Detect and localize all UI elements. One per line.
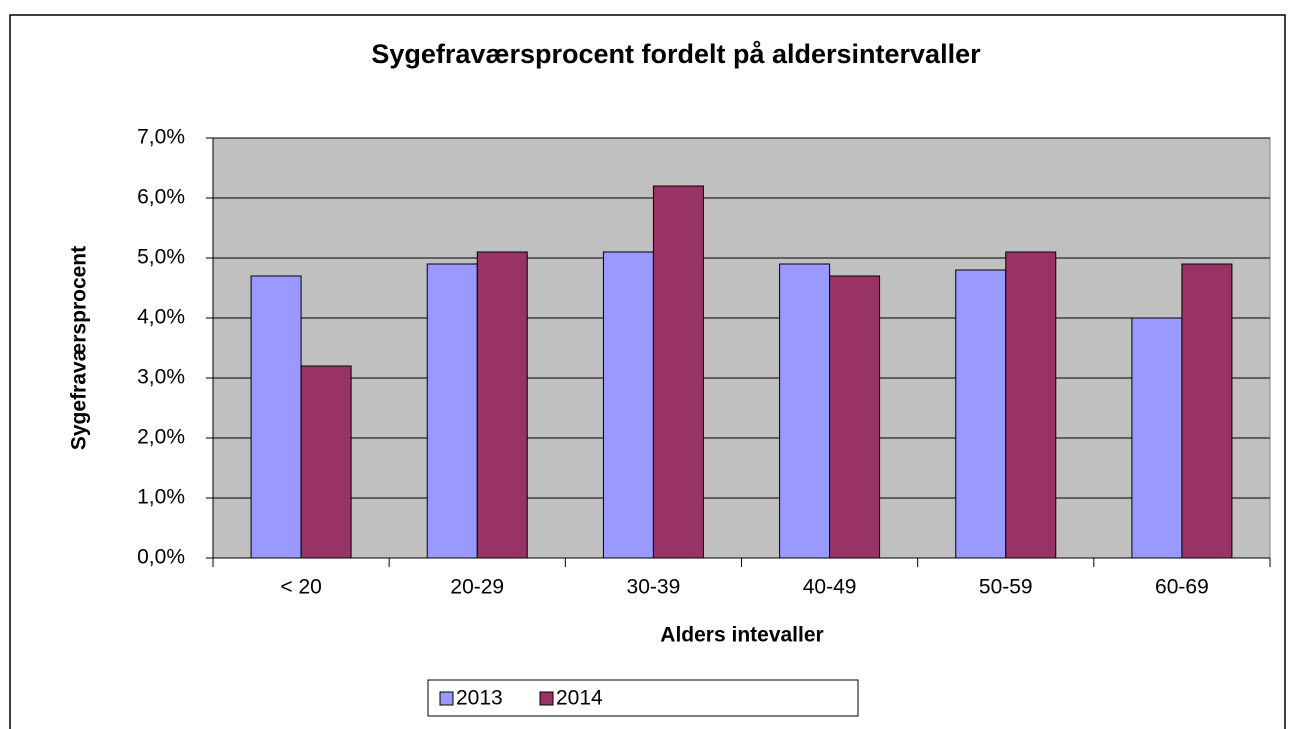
bar (300, 365, 352, 559)
chart-frame (9, 14, 1286, 729)
y-tick-label: 7,0% (137, 126, 185, 149)
legend-swatch (439, 691, 454, 706)
bar (250, 275, 302, 559)
y-axis-title: Sygefraværsprocent (68, 246, 91, 450)
legend-label: 2014 (556, 687, 603, 710)
x-axis-title: Alders intevaller (660, 624, 823, 647)
legend-box (427, 679, 859, 717)
bar (779, 263, 831, 559)
y-tick-label: 1,0% (137, 486, 185, 509)
bar (426, 263, 478, 559)
legend-swatch (539, 691, 554, 706)
bar (476, 251, 528, 559)
x-tick-label: 60-69 (1155, 576, 1209, 599)
bar (955, 269, 1007, 559)
y-tick-label: 5,0% (137, 246, 185, 269)
y-tick-label: 0,0% (137, 546, 185, 569)
legend-label: 2013 (456, 687, 503, 710)
bar (829, 275, 881, 559)
bar (652, 185, 704, 559)
y-tick-label: 6,0% (137, 186, 185, 209)
chart-title: Sygefraværsprocent fordelt på aldersinte… (371, 39, 981, 69)
x-tick-label: < 20 (280, 576, 321, 599)
y-tick-label: 4,0% (137, 306, 185, 329)
bar (1005, 251, 1057, 559)
y-tick-label: 3,0% (137, 366, 185, 389)
bar (1131, 317, 1183, 559)
x-tick-label: 30-39 (627, 576, 681, 599)
y-tick-label: 2,0% (137, 426, 185, 449)
plot-area (212, 137, 1271, 559)
bar (1181, 263, 1233, 559)
bar (602, 251, 654, 559)
x-tick-label: 50-59 (979, 576, 1033, 599)
x-tick-label: 20-29 (450, 576, 504, 599)
x-tick-label: 40-49 (803, 576, 857, 599)
